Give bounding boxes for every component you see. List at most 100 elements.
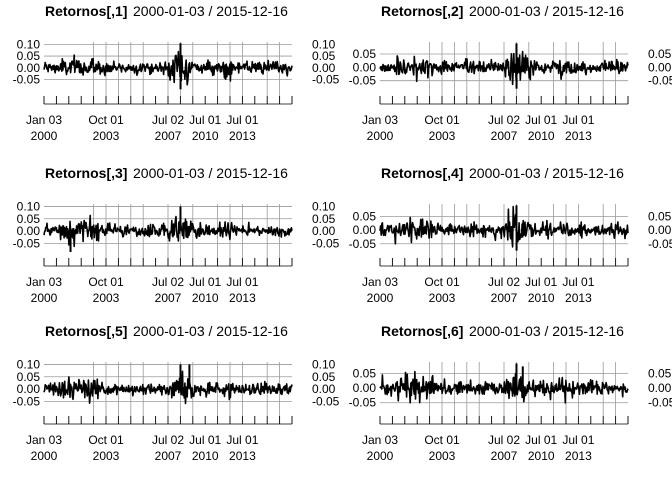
y-right-label-3: -0.05 bbox=[648, 74, 672, 88]
y-tick-label-3: 0.00 bbox=[17, 224, 41, 238]
x-tick-label-2: Oct 01 bbox=[424, 113, 460, 127]
y-tick-label-3: 0.00 bbox=[17, 61, 41, 75]
x-tick-label-5: Jul 01 bbox=[226, 275, 258, 289]
y-right-label-4: -0.05 bbox=[312, 394, 340, 408]
x-tick-year-3: 2007 bbox=[155, 129, 182, 143]
x-tick-label-5: Jul 01 bbox=[562, 433, 594, 447]
y-right-label-2: 0.00 bbox=[648, 60, 672, 74]
x-tick-label-3: Jul 02 bbox=[488, 275, 520, 289]
y-tick-label-1: 0.05 bbox=[353, 367, 377, 381]
y-tick-label-2: 0.05 bbox=[17, 212, 41, 226]
x-tick-label-2: Oct 01 bbox=[424, 275, 460, 289]
x-tick-year-3: 2007 bbox=[155, 291, 182, 305]
y-right-label-3: -0.05 bbox=[648, 396, 672, 410]
y-right-label-1: 0.10 bbox=[312, 357, 336, 371]
x-tick-year-1: 2000 bbox=[31, 449, 58, 463]
y-tick-label-1: 0.10 bbox=[17, 357, 41, 371]
x-tick-year-5: 2013 bbox=[565, 129, 592, 143]
x-tick-label-1: Jan 03 bbox=[362, 275, 398, 289]
x-tick-label-1: Jan 03 bbox=[362, 113, 398, 127]
x-tick-year-2: 2003 bbox=[429, 291, 456, 305]
x-tick-label-3: Jul 02 bbox=[488, 113, 520, 127]
x-tick-year-1: 2000 bbox=[367, 449, 394, 463]
x-tick-label-1: Jan 03 bbox=[26, 275, 62, 289]
y-tick-label-2: 0.05 bbox=[17, 370, 41, 384]
y-right-label-4: -0.05 bbox=[312, 236, 340, 250]
x-tick-year-5: 2013 bbox=[565, 449, 592, 463]
x-tick-year-2: 2003 bbox=[93, 291, 120, 305]
x-tick-label-5: Jul 01 bbox=[562, 113, 594, 127]
x-tick-label-2: Oct 01 bbox=[88, 433, 124, 447]
chart-panel-1: Jan 03 2000 Oct 01 2003 Jul 02 2007 Jul 01 2010… bbox=[13, 3, 340, 143]
y-tick-label-4: -0.05 bbox=[13, 236, 41, 250]
x-tick-label-2: Oct 01 bbox=[88, 275, 124, 289]
x-tick-label-3: Jul 02 bbox=[152, 433, 184, 447]
y-tick-label-1: 0.05 bbox=[353, 209, 377, 223]
panel-title: Retornos[,3] bbox=[45, 165, 127, 181]
x-tick-year-5: 2013 bbox=[229, 449, 256, 463]
y-tick-label-3: -0.05 bbox=[349, 396, 377, 410]
x-tick-label-4: Jul 01 bbox=[525, 113, 557, 127]
y-right-label-4: -0.05 bbox=[312, 72, 340, 86]
x-tick-year-4: 2010 bbox=[528, 449, 555, 463]
y-right-label-1: 0.05 bbox=[648, 367, 672, 381]
x-tick-year-3: 2007 bbox=[491, 291, 518, 305]
x-tick-year-5: 2013 bbox=[565, 291, 592, 305]
y-right-label-3: 0.00 bbox=[312, 382, 336, 396]
panel-date-range: 2000-01-03 / 2015-12-16 bbox=[133, 165, 288, 181]
y-right-label-3: -0.05 bbox=[648, 237, 672, 251]
series-line bbox=[379, 370, 629, 404]
y-tick-label-1: 0.05 bbox=[353, 47, 377, 61]
chart-panel-4: Jan 03 2000 Oct 01 2003 Jul 02 2007 Jul 01 2010… bbox=[349, 165, 672, 305]
x-tick-label-5: Jul 01 bbox=[226, 113, 258, 127]
x-tick-year-2: 2003 bbox=[429, 449, 456, 463]
y-right-label-1: 0.05 bbox=[648, 209, 672, 223]
series-line bbox=[379, 205, 629, 248]
series-line bbox=[43, 50, 293, 86]
y-right-label-2: 0.00 bbox=[648, 381, 672, 395]
x-tick-label-5: Jul 01 bbox=[562, 275, 594, 289]
x-tick-year-4: 2010 bbox=[192, 449, 219, 463]
y-right-label-1: 0.05 bbox=[648, 47, 672, 61]
x-tick-label-4: Jul 01 bbox=[189, 275, 221, 289]
y-tick-label-2: 0.00 bbox=[353, 381, 377, 395]
x-tick-year-1: 2000 bbox=[367, 129, 394, 143]
x-tick-label-3: Jul 02 bbox=[152, 275, 184, 289]
x-tick-year-3: 2007 bbox=[491, 449, 518, 463]
panel-date-range: 2000-01-03 / 2015-12-16 bbox=[469, 3, 624, 19]
panel-title: Retornos[,6] bbox=[381, 323, 463, 339]
y-tick-label-3: 0.00 bbox=[17, 382, 41, 396]
x-tick-label-3: Jul 02 bbox=[488, 433, 520, 447]
panel-title: Retornos[,2] bbox=[381, 3, 463, 19]
x-tick-year-2: 2003 bbox=[429, 129, 456, 143]
series-line bbox=[43, 370, 293, 405]
y-tick-label-2: 0.00 bbox=[353, 223, 377, 237]
panel-date-range: 2000-01-03 / 2015-12-16 bbox=[133, 323, 288, 339]
y-right-label-3: 0.00 bbox=[312, 224, 336, 238]
x-tick-year-1: 2000 bbox=[31, 291, 58, 305]
panel-date-range: 2000-01-03 / 2015-12-16 bbox=[469, 165, 624, 181]
x-tick-year-1: 2000 bbox=[367, 291, 394, 305]
x-tick-year-2: 2003 bbox=[93, 449, 120, 463]
x-tick-label-2: Oct 01 bbox=[424, 433, 460, 447]
y-tick-label-3: -0.05 bbox=[349, 74, 377, 88]
x-tick-label-1: Jan 03 bbox=[362, 433, 398, 447]
panel-title: Retornos[,1] bbox=[45, 3, 127, 19]
x-tick-label-5: Jul 01 bbox=[226, 433, 258, 447]
y-right-label-2: 0.05 bbox=[312, 212, 336, 226]
y-right-label-3: 0.00 bbox=[312, 61, 336, 75]
chart-panel-2: Jan 03 2000 Oct 01 2003 Jul 02 2007 Jul 01 2010… bbox=[349, 3, 672, 143]
y-tick-label-2: 0.05 bbox=[17, 49, 41, 63]
y-tick-label-1: 0.10 bbox=[17, 37, 41, 51]
x-tick-label-4: Jul 01 bbox=[525, 275, 557, 289]
y-right-label-1: 0.10 bbox=[312, 37, 336, 51]
chart-panel-6: Jan 03 2000 Oct 01 2003 Jul 02 2007 Jul 01 2010… bbox=[349, 323, 672, 463]
y-tick-label-4: -0.05 bbox=[13, 72, 41, 86]
y-right-label-2: 0.00 bbox=[648, 223, 672, 237]
x-tick-year-1: 2000 bbox=[31, 129, 58, 143]
y-tick-label-4: -0.05 bbox=[13, 394, 41, 408]
x-tick-year-3: 2007 bbox=[491, 129, 518, 143]
series-line bbox=[379, 50, 629, 86]
